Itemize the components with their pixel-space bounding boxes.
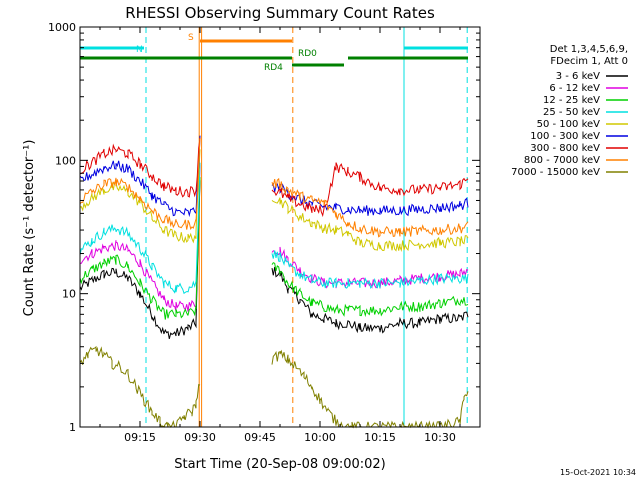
series-line xyxy=(79,345,469,429)
legend-entry-label: 7000 - 15000 keV xyxy=(511,167,600,178)
flag-annotations: N S RD0 RD4 xyxy=(80,33,468,73)
series-lines xyxy=(79,135,469,429)
legend-entry-label: 25 - 50 keV xyxy=(543,107,600,118)
legend-entry-label: 50 - 100 keV xyxy=(537,119,601,130)
plot-frame xyxy=(79,26,481,428)
legend-header: Det 1,3,4,5,6,9, xyxy=(550,44,628,55)
x-tick-label: 10:30 xyxy=(424,431,456,444)
flag-label: RD0 xyxy=(298,49,317,59)
vertical-markers xyxy=(145,27,468,427)
legend-entry-label: 800 - 7000 keV xyxy=(524,155,600,166)
legend-entry-label: 6 - 12 keV xyxy=(549,83,600,94)
x-tick-label: 09:45 xyxy=(244,431,276,444)
y-axis-ticks: 1 10 100 1000 xyxy=(48,21,480,434)
timestamp: 15-Oct-2021 10:34 xyxy=(560,468,636,477)
legend-entry-label: 100 - 300 keV xyxy=(530,131,600,142)
y-tick-label: 1000 xyxy=(48,21,76,34)
series-line xyxy=(79,138,469,218)
series-line xyxy=(79,138,469,238)
legend-entry-label: 3 - 6 keV xyxy=(556,71,600,82)
series-line xyxy=(79,149,469,252)
legend: Det 1,3,4,5,6,9,FDecim 1, Att 0 3 - 6 keV… xyxy=(511,44,628,178)
x-axis-label: Start Time (20-Sep-08 09:00:02) xyxy=(174,457,385,472)
flag-label: N xyxy=(136,45,143,55)
x-tick-label: 10:00 xyxy=(304,431,336,444)
y-tick-label: 1 xyxy=(69,421,76,434)
series-line xyxy=(79,180,469,340)
x-axis-ticks: 09:15 09:30 09:45 10:00 10:15 10:30 xyxy=(99,27,461,444)
y-axis-label: Count Rate (s⁻¹ detector⁻¹) xyxy=(22,140,37,317)
x-tick-label: 09:30 xyxy=(184,431,216,444)
chart-title: RHESSI Observing Summary Count Rates xyxy=(125,4,435,22)
x-tick-label: 10:15 xyxy=(364,431,396,444)
flag-label: S xyxy=(188,33,194,43)
y-tick-label: 10 xyxy=(62,288,76,301)
flag-label: RD4 xyxy=(264,63,283,73)
legend-entry-label: 300 - 800 keV xyxy=(530,143,600,154)
series-line xyxy=(79,162,469,295)
y-tick-label: 100 xyxy=(55,154,76,167)
legend-header: FDecim 1, Att 0 xyxy=(550,56,628,67)
x-tick-label: 09:15 xyxy=(124,431,156,444)
series-line xyxy=(79,177,469,320)
legend-entry-label: 12 - 25 keV xyxy=(543,95,600,106)
